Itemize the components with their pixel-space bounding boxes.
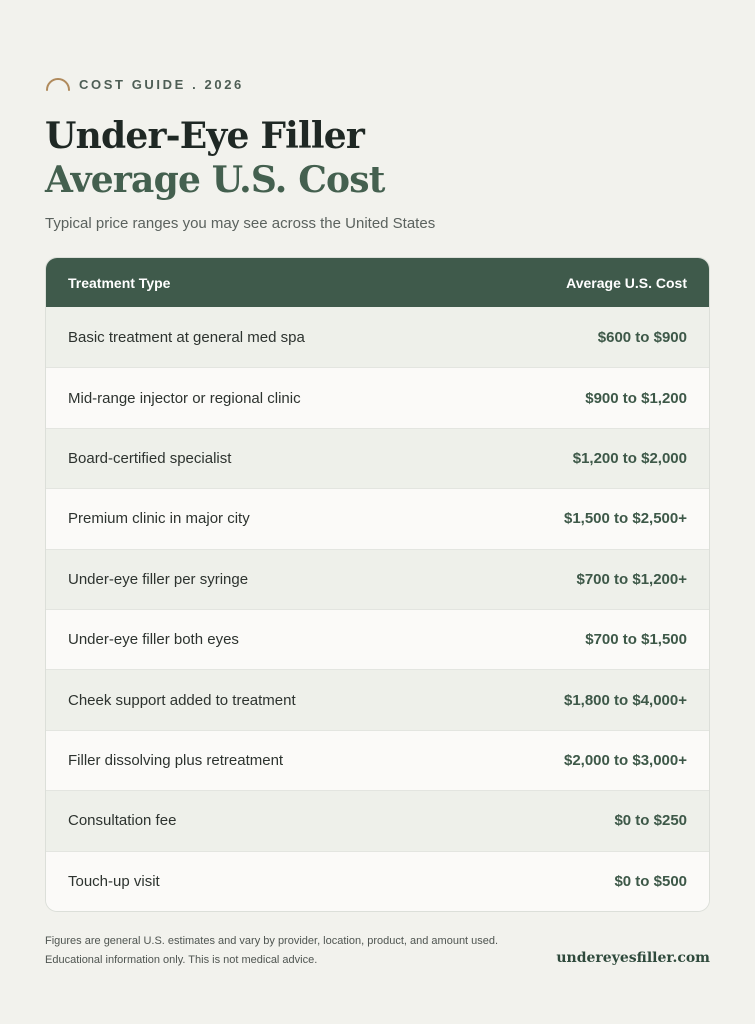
page-title-line-2: Average U.S. Cost bbox=[45, 159, 385, 201]
cost-value: $700 to $1,500 bbox=[585, 631, 687, 649]
cost-value: $0 to $500 bbox=[614, 872, 687, 890]
cost-value: $2,000 to $3,000+ bbox=[563, 751, 687, 769]
eyebrow-text: COST GUIDE . 2026 bbox=[79, 77, 244, 92]
table-row: Mid-range injector or regional clinic $9… bbox=[46, 367, 709, 428]
table-row: Consultation fee $0 to $250 bbox=[46, 790, 709, 851]
treatment-label: Filler dissolving plus retreatment bbox=[68, 751, 284, 769]
footnote: Figures are general U.S. estimates and v… bbox=[45, 932, 498, 970]
treatment-label: Consultation fee bbox=[68, 812, 177, 830]
table-row: Under-eye filler per syringe $700 to $1,… bbox=[46, 548, 709, 609]
table-row: Cheek support added to treatment $1,800 … bbox=[46, 669, 709, 730]
treatment-label: Under-eye filler per syringe bbox=[68, 570, 249, 588]
cost-value: $900 to $1,200 bbox=[585, 389, 687, 407]
cost-value: $1,800 to $4,000+ bbox=[563, 691, 687, 709]
treatment-label: Touch-up visit bbox=[68, 872, 160, 890]
table-row: Touch-up visit $0 to $500 bbox=[46, 850, 709, 911]
cost-table: Treatment Type Average U.S. Cost Basic t… bbox=[45, 257, 710, 912]
table-row: Board-certified specialist $1,200 to $2,… bbox=[46, 427, 709, 489]
table-header: Treatment Type Average U.S. Cost bbox=[46, 258, 709, 307]
eyebrow: COST GUIDE . 2026 bbox=[45, 74, 244, 92]
table-row: Under-eye filler both eyes $700 to $1,50… bbox=[46, 608, 709, 670]
cost-value: $1,200 to $2,000 bbox=[572, 449, 687, 467]
treatment-label: Basic treatment at general med spa bbox=[68, 328, 305, 346]
treatment-label: Board-certified specialist bbox=[68, 449, 232, 467]
treatment-label: Premium clinic in major city bbox=[68, 510, 250, 528]
table-row: Premium clinic in major city $1,500 to $… bbox=[46, 488, 709, 549]
column-header-cost: Average U.S. Cost bbox=[566, 274, 687, 291]
cost-value: $700 to $1,200+ bbox=[576, 570, 687, 588]
table-body: Basic treatment at general med spa $600 … bbox=[46, 307, 709, 911]
cost-value: $0 to $250 bbox=[614, 812, 687, 830]
page-title-line-1: Under-Eye Filler bbox=[45, 115, 365, 157]
cost-value: $600 to $900 bbox=[597, 328, 687, 346]
website-link[interactable]: undereyesfiller.com bbox=[556, 950, 710, 966]
table-row: Basic treatment at general med spa $600 … bbox=[46, 307, 709, 368]
table-row: Filler dissolving plus retreatment $2,00… bbox=[46, 729, 709, 791]
treatment-label: Under-eye filler both eyes bbox=[68, 631, 239, 649]
footnote-line-2: Educational information only. This is no… bbox=[45, 954, 318, 966]
page-subtitle: Typical price ranges you may see across … bbox=[45, 215, 436, 232]
arc-icon bbox=[46, 78, 70, 91]
treatment-label: Cheek support added to treatment bbox=[68, 691, 296, 709]
footnote-line-1: Figures are general U.S. estimates and v… bbox=[45, 935, 499, 947]
cost-value: $1,500 to $2,500+ bbox=[563, 510, 687, 528]
treatment-label: Mid-range injector or regional clinic bbox=[68, 389, 301, 407]
column-header-treatment: Treatment Type bbox=[68, 274, 171, 291]
